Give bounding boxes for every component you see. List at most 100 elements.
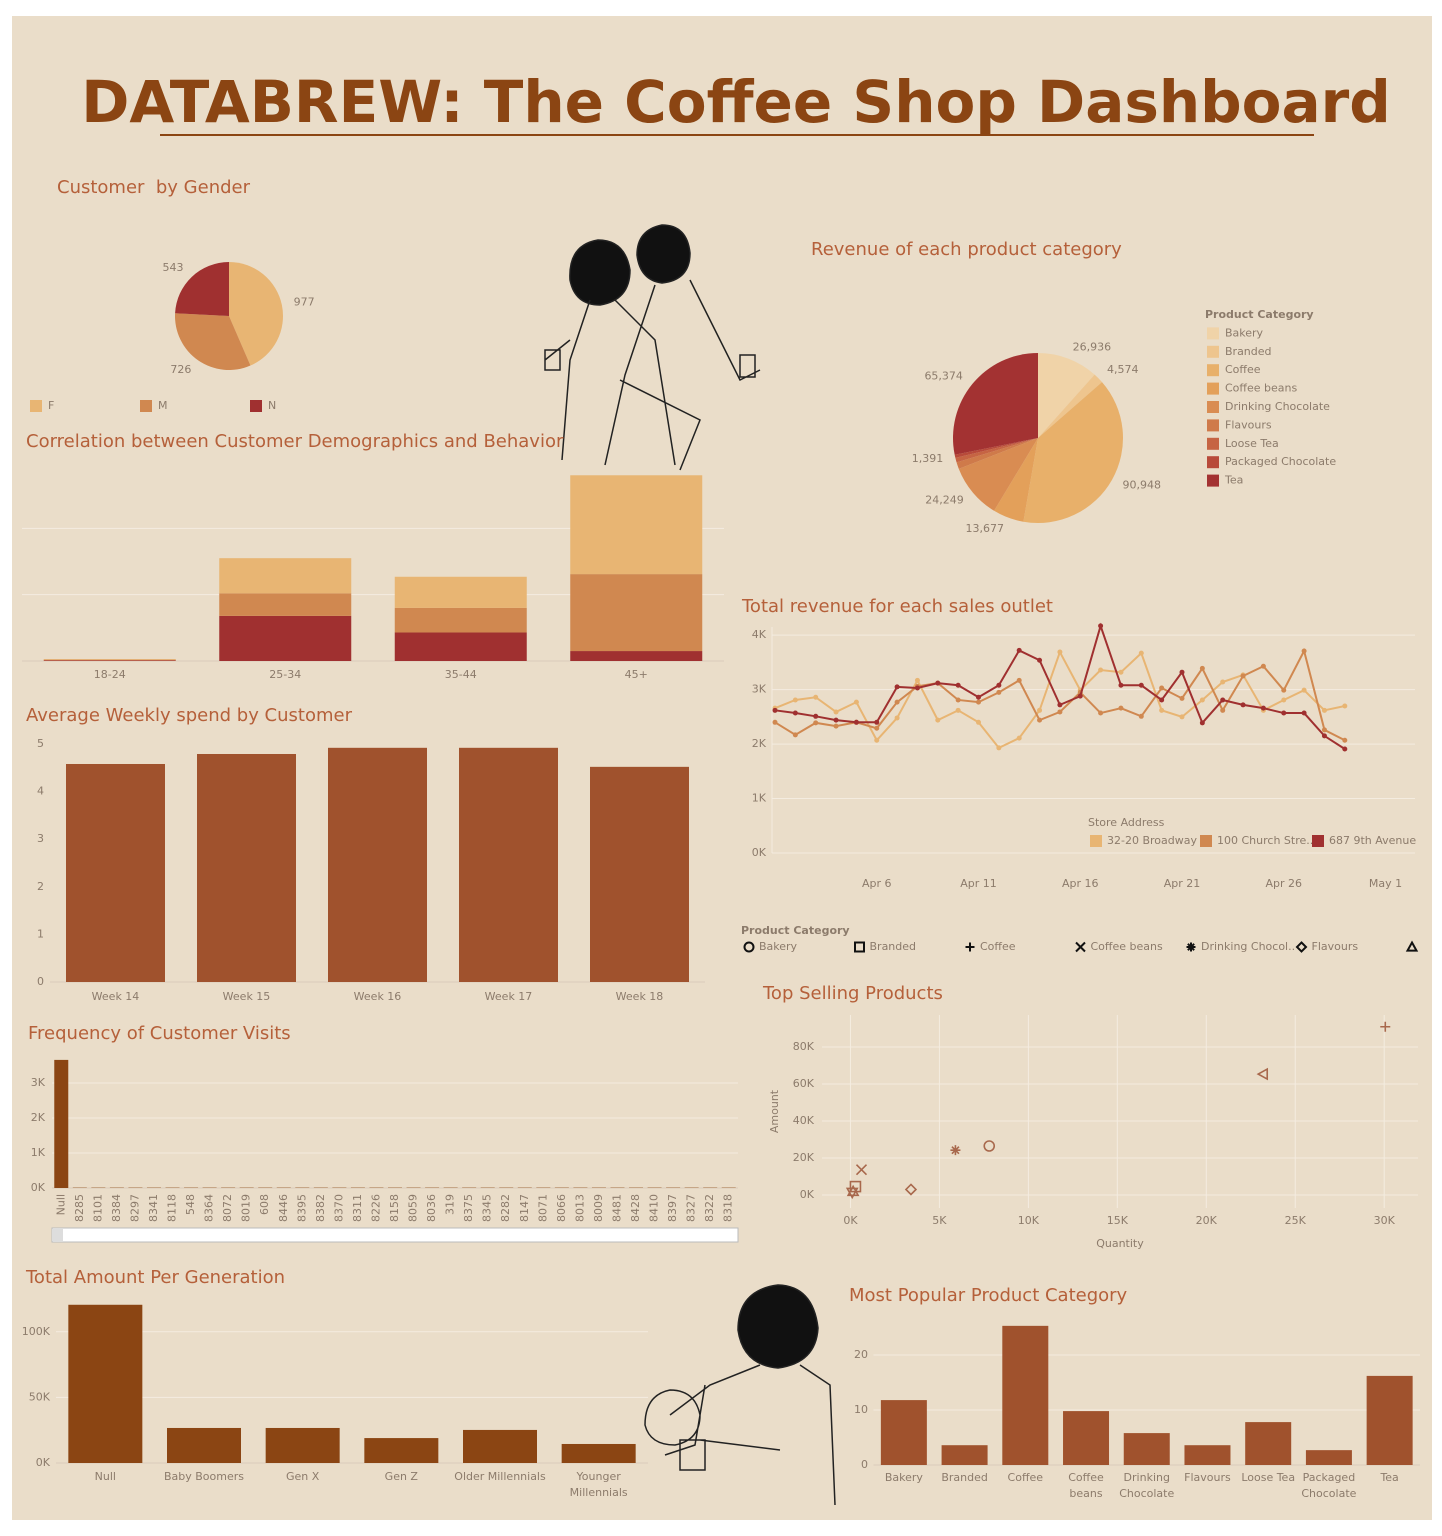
point [914, 677, 920, 683]
x-tick-label: 8370 [332, 1194, 345, 1222]
bar-segment [570, 574, 703, 652]
point [1256, 1067, 1269, 1081]
pie-slice [229, 262, 283, 366]
legend-label: Branded [1225, 345, 1272, 358]
point [1342, 746, 1348, 752]
x-tick-label-text: Null [94, 1470, 116, 1483]
x-tick-label: Baby Boomers [163, 1470, 245, 1483]
bar [880, 1400, 927, 1465]
bar [54, 1059, 69, 1188]
chart-title: Average Weekly spend by Customer [26, 705, 353, 726]
x-tick-label: 8375 [462, 1194, 475, 1222]
point [1118, 705, 1124, 711]
x-tick-label: 8311 [351, 1194, 364, 1222]
y-tick-label: 80K [793, 1040, 815, 1053]
point [1199, 720, 1205, 726]
x-tick-label: 8428 [629, 1194, 642, 1222]
x-tick-label: 8322 [703, 1194, 716, 1222]
x-tick-label: 25-34 [269, 668, 301, 681]
x-tick-label: Apr 6 [862, 877, 892, 890]
legend-label: 687 9th Avenue [1329, 834, 1416, 847]
x-tick-label: 8282 [499, 1194, 512, 1222]
x-tick-label: Gen X [286, 1470, 319, 1483]
x-tick-label: 35-44 [445, 668, 477, 681]
x-tick-label-text: Loose Tea [1241, 1471, 1296, 1484]
point [1220, 707, 1226, 713]
point [1138, 682, 1144, 688]
x-tick-label: 5K [932, 1214, 947, 1227]
point [853, 719, 859, 725]
x-tick-label: 8101 [91, 1194, 104, 1222]
pie-slice [175, 262, 229, 316]
point [1118, 669, 1124, 675]
point [976, 699, 981, 705]
bar [364, 1438, 439, 1463]
point [1057, 709, 1063, 715]
x-tick-label: 8158 [388, 1194, 401, 1222]
x-tick-label: 8364 [203, 1194, 216, 1222]
point [996, 745, 1002, 751]
bar [1002, 1325, 1049, 1465]
point [976, 719, 981, 725]
legend-label: 100 Church Stre.. [1217, 834, 1313, 847]
y-tick-label: 1K [752, 792, 767, 805]
x-tick-label-text: Drinking Chocolate [1119, 1471, 1175, 1500]
y-tick-label: 40K [793, 1114, 815, 1127]
x-tick-label: 8019 [240, 1194, 253, 1222]
data-label: 977 [294, 296, 315, 309]
x-tick-label-text: Tea [1380, 1471, 1399, 1484]
point [1281, 687, 1287, 693]
y-tick-label: 0K [752, 846, 767, 859]
point [976, 694, 981, 700]
y-tick-label: 1 [37, 927, 44, 940]
point [894, 699, 900, 705]
x-tick-label: Apr 11 [960, 877, 997, 890]
point [1321, 707, 1327, 713]
data-label: 24,249 [925, 493, 964, 506]
x-tick-label: 8071 [536, 1194, 549, 1222]
data-label: 26,936 [1073, 340, 1112, 353]
x-tick-label: 18-24 [94, 668, 126, 681]
legend-label: N [268, 399, 276, 412]
point [1138, 713, 1144, 719]
bar [941, 1445, 988, 1465]
pie-slice [994, 438, 1038, 522]
bar-segment [43, 659, 176, 660]
x-tick-label: 319 [444, 1194, 457, 1215]
x-tick-label: 8059 [407, 1194, 420, 1222]
point [813, 720, 819, 726]
point [1138, 650, 1144, 656]
data-label: 543 [163, 261, 184, 274]
chart-title: Top Selling Products [762, 983, 943, 1004]
x-tick-label-text: Flavours [1184, 1471, 1231, 1484]
point [894, 715, 900, 721]
y-tick-label: 1K [31, 1146, 46, 1159]
bar-segment [219, 558, 352, 594]
x-tick-label: 20K [1196, 1214, 1218, 1227]
point [1037, 717, 1043, 723]
x-tick-label-text: Younger Millennials [569, 1470, 628, 1499]
x-tick-label: 8009 [592, 1194, 605, 1222]
legend-symbol [743, 941, 755, 953]
bar-segment [394, 576, 527, 608]
pie-slice [954, 438, 1038, 458]
y-tick-label: 2 [37, 880, 44, 893]
point [874, 719, 880, 725]
point [950, 1145, 961, 1156]
x-tick-label: Gen Z [385, 1470, 418, 1483]
y-tick-label: 2K [31, 1111, 46, 1124]
chart-title: Total Amount Per Generation [25, 1267, 285, 1288]
x-tick-label: Younger Millennials [569, 1470, 628, 1499]
point [874, 725, 880, 731]
pie-slice [953, 353, 1038, 455]
legend-swatch [1207, 345, 1219, 358]
scrollbar [51, 1227, 739, 1243]
x-tick-label-text: Baby Boomers [163, 1470, 245, 1483]
point [792, 732, 798, 738]
legend-swatch [1207, 364, 1219, 377]
point [855, 1164, 868, 1176]
legend-swatch [250, 400, 262, 412]
point [1179, 714, 1185, 720]
point [955, 697, 961, 703]
